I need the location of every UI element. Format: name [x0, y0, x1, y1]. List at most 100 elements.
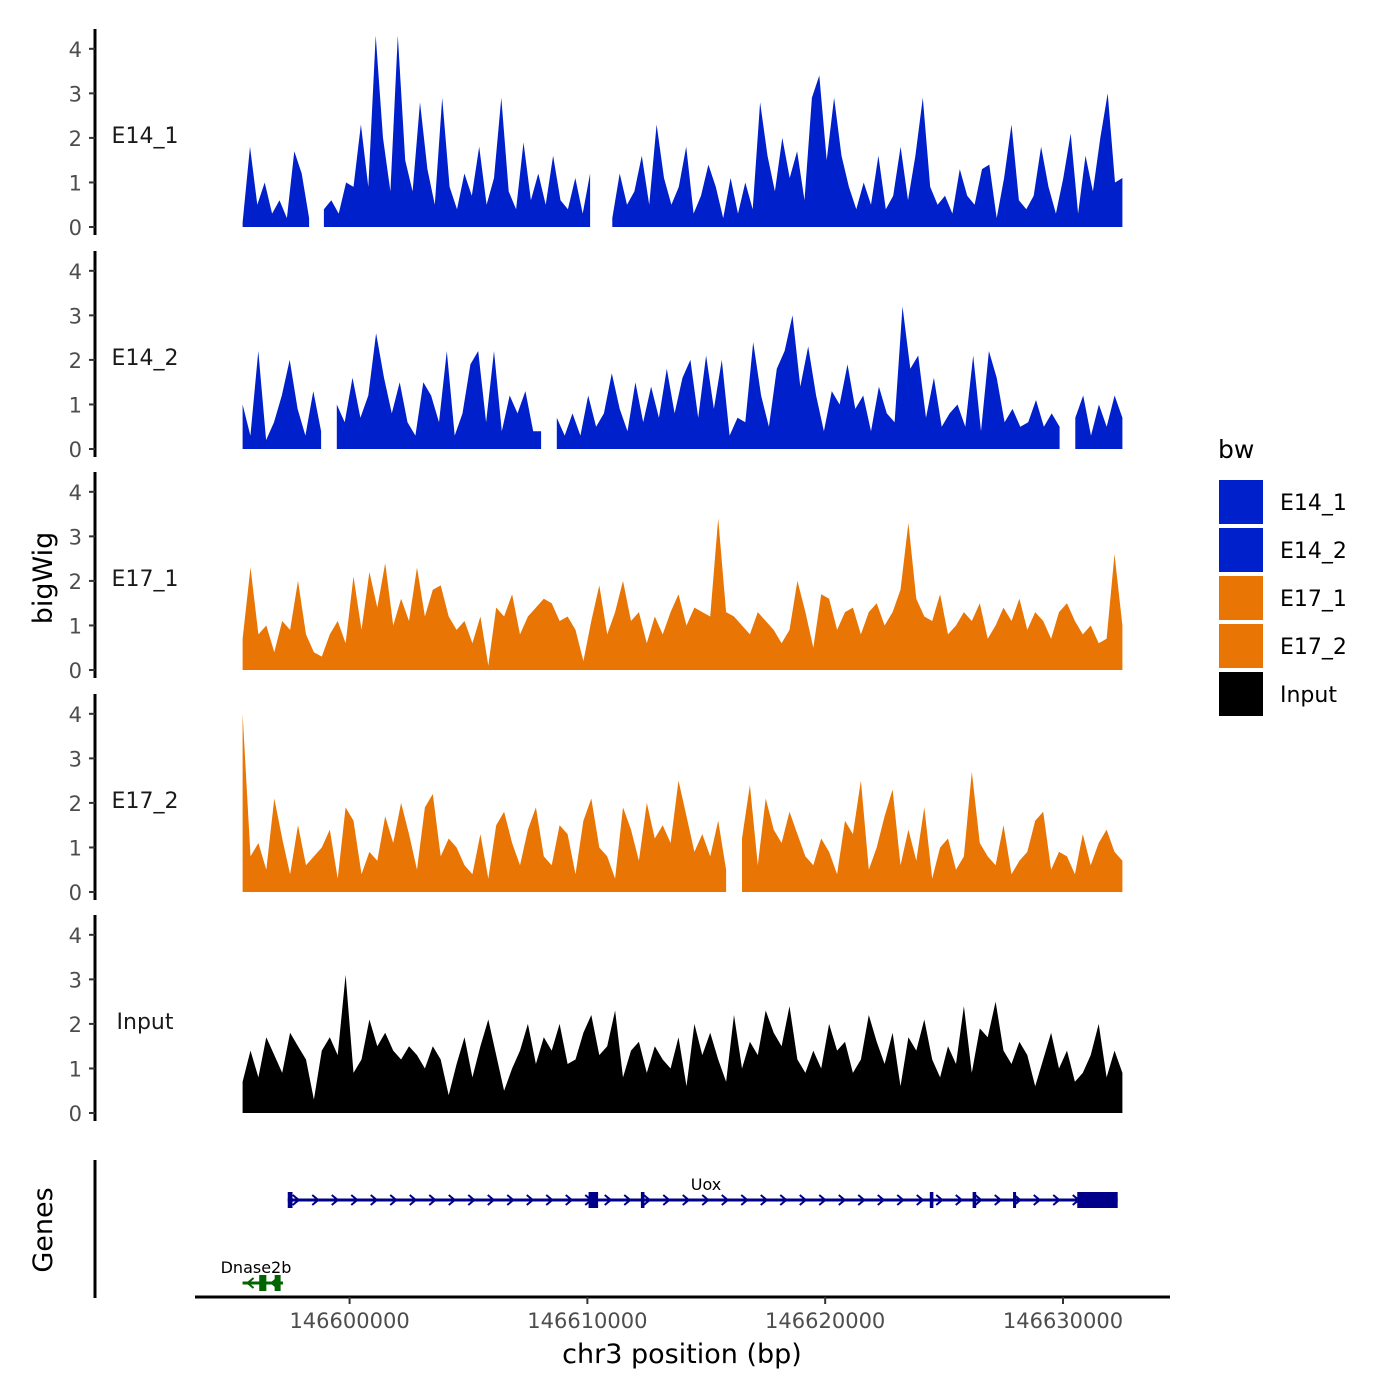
- y-tick-label: 4: [69, 924, 82, 948]
- legend-label: E17_1: [1280, 587, 1347, 612]
- y-tick-label: 2: [69, 570, 82, 594]
- y-tick-label: 0: [69, 216, 82, 240]
- legend-swatch: [1219, 480, 1263, 524]
- strand-arrow: [526, 1194, 535, 1206]
- panel-label: E17_1: [112, 567, 179, 592]
- track-e14-2: 0 1 2 3 4 E14_2: [69, 251, 1123, 462]
- strand-arrow: [682, 1194, 691, 1206]
- signal-area-e14-2: [336, 333, 542, 449]
- legend-swatch: [1219, 624, 1263, 668]
- x-tick-label: 146610000: [527, 1309, 647, 1333]
- exon-block: [1013, 1192, 1017, 1208]
- strand-arrow: [604, 1194, 613, 1206]
- signal-area-input: [242, 974, 1123, 1113]
- bigwig-tracks: 0 1 2 3 4 E14_1 0 1 2 3 4 E14_2 0 1 2 3 4 E17_1 0 1 2 3 4 E17_2…: [69, 29, 1123, 1126]
- y-tick-label: 4: [69, 38, 82, 62]
- y-axis-title: bigWig: [28, 532, 59, 625]
- gene-name-label: Uox: [691, 1175, 721, 1194]
- strand-arrow: [428, 1194, 437, 1206]
- legend: bw E14_1 E14_2 E17_1 E17_2 Input: [1218, 435, 1347, 716]
- y-tick-label: 0: [69, 438, 82, 462]
- y-tick-label: 1: [69, 393, 82, 417]
- strand-arrow: [350, 1194, 359, 1206]
- strand-arrow: [643, 1194, 652, 1206]
- genes-panel: Uox Dnase2b: [93, 1160, 1118, 1298]
- y-tick-label: 3: [69, 82, 82, 106]
- y-tick-label: 3: [69, 968, 82, 992]
- y-tick-label: 0: [69, 1102, 82, 1126]
- exon-block: [588, 1192, 599, 1208]
- strand-arrow: [838, 1194, 847, 1206]
- y-tick-label: 2: [69, 1013, 82, 1037]
- strand-arrow: [779, 1194, 788, 1206]
- legend-label: E14_1: [1280, 491, 1347, 516]
- strand-arrow: [955, 1194, 964, 1206]
- y-tick-label: 4: [69, 481, 82, 505]
- legend-swatch: [1219, 576, 1263, 620]
- x-axis: 146600000 146610000 146620000 146630000: [195, 1295, 1170, 1333]
- gene-dnase2b: Dnase2b: [221, 1258, 291, 1291]
- strand-arrow: [740, 1194, 749, 1206]
- strand-arrow: [1052, 1194, 1061, 1206]
- strand-arrow: [916, 1194, 925, 1206]
- y-tick-label: 0: [69, 881, 82, 905]
- strand-arrow: [467, 1194, 476, 1206]
- y-tick-label: 2: [69, 127, 82, 151]
- y-tick-label: 1: [69, 1057, 82, 1081]
- y-tick-label: 1: [69, 171, 82, 195]
- exon-block: [929, 1192, 934, 1208]
- x-axis-title: chr3 position (bp): [562, 1339, 802, 1370]
- track-e17-1: 0 1 2 3 4 E17_1: [69, 472, 1123, 683]
- strand-arrow: [935, 1194, 944, 1206]
- signal-area-e14-1: [242, 146, 310, 227]
- y-tick-label: 2: [69, 349, 82, 373]
- strand-arrow: [701, 1194, 710, 1206]
- signal-area-e17-1: [242, 518, 1123, 670]
- strand-arrow: [409, 1194, 418, 1206]
- y-tick-label: 1: [69, 614, 82, 638]
- signal-area-e14-1: [323, 35, 591, 227]
- gene-uox: Uox: [287, 1175, 1118, 1208]
- signal-area-e14-1: [612, 75, 1123, 227]
- panel-label: Input: [117, 1010, 174, 1035]
- y-tick-label: 2: [69, 792, 82, 816]
- genes-axis-title: Genes: [28, 1187, 59, 1272]
- y-tick-label: 4: [69, 260, 82, 284]
- y-tick-label: 4: [69, 703, 82, 727]
- strand-arrow: [760, 1194, 769, 1206]
- legend-label: Input: [1280, 683, 1337, 708]
- strand-arrow: [565, 1194, 574, 1206]
- legend-label: E14_2: [1280, 539, 1347, 564]
- panel-label: E17_2: [112, 789, 179, 814]
- exon-block: [1077, 1192, 1118, 1208]
- legend-label: E17_2: [1280, 635, 1347, 660]
- legend-swatch: [1219, 528, 1263, 572]
- strand-arrow: [662, 1194, 671, 1206]
- strand-arrow: [370, 1194, 379, 1206]
- signal-area-e14-2: [1075, 395, 1123, 449]
- exon-block: [274, 1275, 281, 1291]
- strand-arrow: [389, 1194, 398, 1206]
- track-e14-1: 0 1 2 3 4 E14_1: [69, 29, 1123, 240]
- strand-arrow: [331, 1194, 340, 1206]
- strand-arrow: [994, 1194, 1003, 1206]
- strand-arrow: [877, 1194, 886, 1206]
- track-input: 0 1 2 3 4 Input: [69, 915, 1123, 1126]
- signal-area-e17-2: [742, 771, 1123, 892]
- legend-swatch: [1219, 672, 1263, 716]
- signal-area-e17-2: [242, 713, 727, 892]
- strand-arrow: [292, 1194, 301, 1206]
- legend-title: bw: [1218, 435, 1254, 464]
- exon-block: [972, 1192, 977, 1208]
- y-tick-label: 3: [69, 304, 82, 328]
- strand-arrow: [818, 1194, 827, 1206]
- y-tick-label: 3: [69, 525, 82, 549]
- strand-arrow: [974, 1194, 983, 1206]
- strand-arrow: [799, 1194, 808, 1206]
- strand-arrow: [448, 1194, 457, 1206]
- signal-area-e14-2: [556, 306, 1060, 449]
- strand-arrow: [896, 1194, 905, 1206]
- y-tick-label: 3: [69, 747, 82, 771]
- x-tick-label: 146600000: [289, 1309, 409, 1333]
